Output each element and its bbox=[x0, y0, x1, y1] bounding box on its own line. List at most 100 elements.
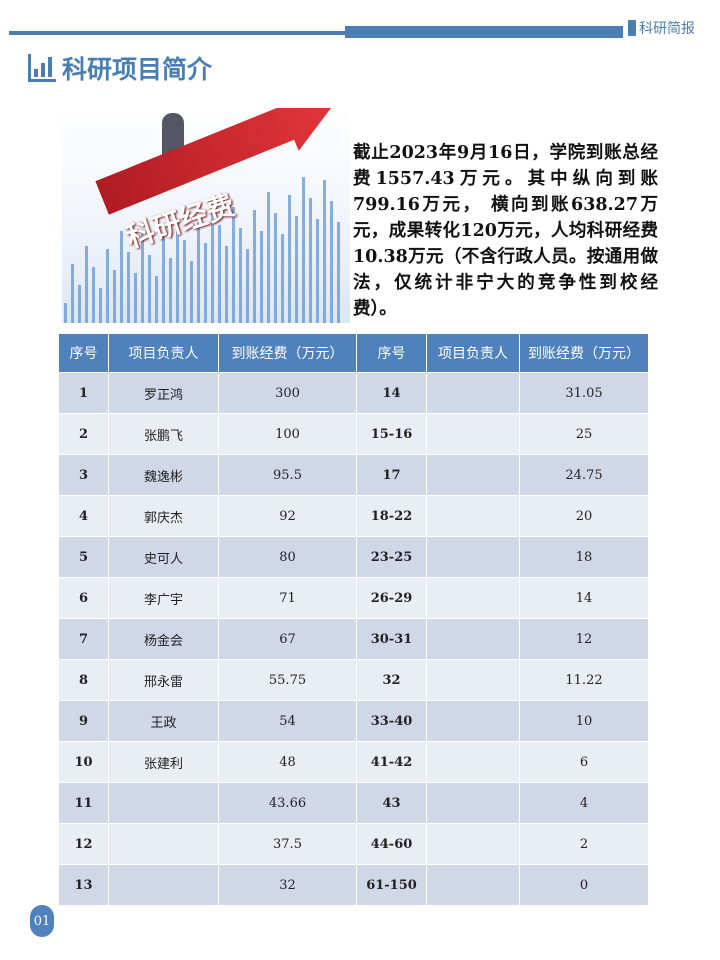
funding-cell: 6 bbox=[519, 741, 649, 783]
decorative-bar bbox=[295, 216, 298, 323]
page-title: 科研项目简介 bbox=[62, 55, 213, 84]
column-header: 序号 bbox=[356, 333, 427, 373]
decorative-bar bbox=[211, 204, 214, 323]
leader-cell: 罗正鸿 bbox=[108, 372, 219, 414]
funding-cell: 92 bbox=[218, 495, 357, 537]
decorative-bar bbox=[302, 177, 305, 323]
decorative-bar bbox=[337, 222, 340, 323]
funding-cell: 14 bbox=[519, 577, 649, 619]
leader-cell bbox=[426, 823, 520, 865]
leader-cell bbox=[426, 659, 520, 701]
funding-cell: 95.5 bbox=[218, 454, 357, 496]
leader-cell: 史可人 bbox=[108, 536, 219, 578]
rank-cell: 30-31 bbox=[356, 618, 427, 660]
flask-icon bbox=[628, 20, 636, 36]
column-header: 到账经费（万元） bbox=[519, 333, 649, 373]
header-rule bbox=[9, 31, 345, 35]
rank-cell: 6 bbox=[58, 577, 109, 619]
funding-cell: 4 bbox=[519, 782, 649, 824]
table-row: 6 李广宇 71 26-29 14 bbox=[58, 577, 649, 619]
leader-cell: 张鹏飞 bbox=[108, 413, 219, 455]
decorative-bar bbox=[134, 273, 137, 323]
leader-cell: 杨金会 bbox=[108, 618, 219, 660]
funding-cell: 48 bbox=[218, 741, 357, 783]
decorative-bar bbox=[232, 207, 235, 323]
section-title: 科研项目简介 bbox=[28, 50, 212, 86]
rank-cell: 61-150 bbox=[356, 864, 427, 906]
decorative-bar bbox=[120, 231, 123, 323]
rank-cell: 41-42 bbox=[356, 741, 427, 783]
leader-cell bbox=[426, 864, 520, 906]
funding-cell: 0 bbox=[519, 864, 649, 906]
decorative-bar bbox=[218, 225, 221, 323]
decorative-bar bbox=[155, 276, 158, 323]
leader-cell bbox=[426, 413, 520, 455]
leader-cell bbox=[426, 454, 520, 496]
decorative-bar bbox=[99, 288, 102, 323]
decorative-bar bbox=[288, 195, 291, 323]
funding-cell: 43.66 bbox=[218, 782, 357, 824]
decorative-bar bbox=[253, 210, 256, 323]
rank-cell: 2 bbox=[58, 413, 109, 455]
table-row: 13 32 61-150 0 bbox=[58, 864, 649, 906]
leader-cell bbox=[426, 618, 520, 660]
rank-cell: 1 bbox=[58, 372, 109, 414]
brand: 科研简报 bbox=[628, 18, 695, 38]
decorative-bar bbox=[183, 240, 186, 323]
brand-label: 科研简报 bbox=[639, 21, 695, 37]
decorative-bar bbox=[330, 201, 333, 323]
decorative-bar bbox=[309, 198, 312, 323]
table-row: 5 史可人 80 23-25 18 bbox=[58, 536, 649, 578]
table-row: 4 郭庆杰 92 18-22 20 bbox=[58, 495, 649, 537]
decorative-bar bbox=[141, 234, 144, 323]
leader-cell: 王政 bbox=[108, 700, 219, 742]
rank-cell: 33-40 bbox=[356, 700, 427, 742]
funding-cell: 12 bbox=[519, 618, 649, 660]
decorative-bar bbox=[274, 213, 277, 323]
funding-cell: 2 bbox=[519, 823, 649, 865]
column-header: 项目负责人 bbox=[108, 333, 219, 373]
funding-cell: 25 bbox=[519, 413, 649, 455]
rank-cell: 12 bbox=[58, 823, 109, 865]
funding-cell: 67 bbox=[218, 618, 357, 660]
rank-cell: 10 bbox=[58, 741, 109, 783]
funding-cell: 11.22 bbox=[519, 659, 649, 701]
table-row: 8 邢永雷 55.75 32 11.22 bbox=[58, 659, 649, 701]
rank-cell: 4 bbox=[58, 495, 109, 537]
rank-cell: 18-22 bbox=[356, 495, 427, 537]
table-row: 12 37.5 44-60 2 bbox=[58, 823, 649, 865]
funding-table: 序号 项目负责人 到账经费（万元） 序号 项目负责人 到账经费（万元） 1 罗正鸿 300 14… bbox=[58, 333, 649, 906]
column-header: 项目负责人 bbox=[426, 333, 520, 373]
rank-cell: 8 bbox=[58, 659, 109, 701]
leader-cell bbox=[108, 782, 219, 824]
funding-cell: 100 bbox=[218, 413, 357, 455]
decorative-bar bbox=[106, 249, 109, 323]
decorative-bar bbox=[197, 222, 200, 323]
rank-cell: 9 bbox=[58, 700, 109, 742]
rank-cell: 15-16 bbox=[356, 413, 427, 455]
leader-cell bbox=[426, 536, 520, 578]
table-row: 9 王政 54 33-40 10 bbox=[58, 700, 649, 742]
funding-cell: 55.75 bbox=[218, 659, 357, 701]
leader-cell: 郭庆杰 bbox=[108, 495, 219, 537]
rank-cell: 32 bbox=[356, 659, 427, 701]
bar-chart-icon bbox=[28, 54, 56, 82]
decorative-bar bbox=[162, 237, 165, 323]
leader-cell: 张建利 bbox=[108, 741, 219, 783]
decorative-bar bbox=[64, 303, 67, 323]
leader-cell bbox=[426, 495, 520, 537]
rank-cell: 13 bbox=[58, 864, 109, 906]
funding-cell: 10 bbox=[519, 700, 649, 742]
funding-cell: 32 bbox=[218, 864, 357, 906]
decorative-bar bbox=[225, 246, 228, 323]
leader-cell bbox=[426, 782, 520, 824]
rank-cell: 17 bbox=[356, 454, 427, 496]
decorative-bar bbox=[85, 246, 88, 323]
leader-cell bbox=[426, 372, 520, 414]
research-funding-illustration: 科研经费 bbox=[62, 108, 350, 323]
decorative-bar bbox=[169, 258, 172, 323]
decorative-bar bbox=[190, 261, 193, 323]
table-row: 11 43.66 43 4 bbox=[58, 782, 649, 824]
decorative-bar bbox=[148, 255, 151, 323]
